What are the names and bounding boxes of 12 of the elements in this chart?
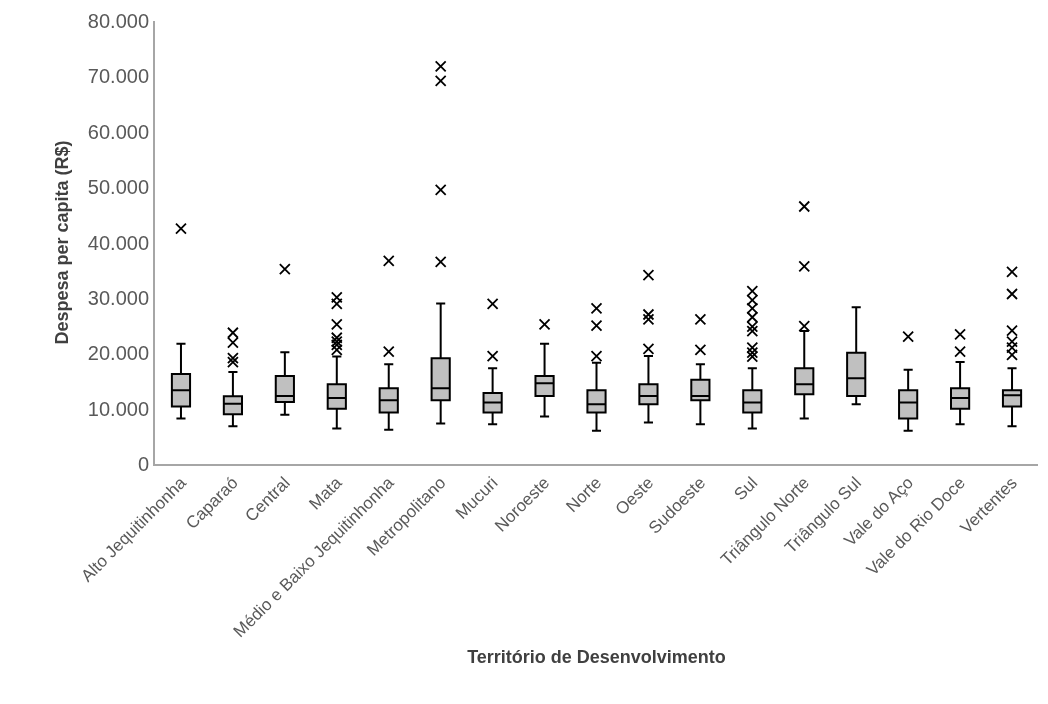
y-tick-label: 60.000 — [87, 120, 149, 143]
y-axis-title: Despesa per capita (R$) — [51, 140, 72, 345]
y-tick-label: 20.000 — [87, 342, 149, 365]
y-tick-label: 0 — [137, 453, 149, 475]
y-tick-label: 70.000 — [87, 65, 149, 88]
x-tick-label: Sul — [730, 473, 762, 505]
y-tick-label: 40.000 — [87, 231, 149, 254]
y-tick-label: 30.000 — [87, 286, 149, 309]
y-tick-label: 80.000 — [87, 10, 149, 32]
x-axis-title: Território de Desenvolvimento — [467, 646, 726, 667]
y-tick-label: 10.000 — [87, 397, 149, 420]
y-tick-label: 50.000 — [87, 176, 149, 199]
